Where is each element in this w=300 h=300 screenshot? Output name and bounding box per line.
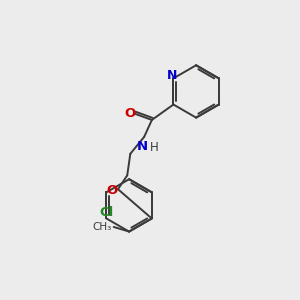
Text: N: N bbox=[167, 69, 177, 82]
Text: Cl: Cl bbox=[99, 206, 114, 219]
Text: O: O bbox=[124, 107, 135, 120]
Text: O: O bbox=[106, 184, 118, 197]
Text: N: N bbox=[137, 140, 148, 153]
Text: H: H bbox=[150, 142, 159, 154]
Text: CH₃: CH₃ bbox=[92, 222, 111, 232]
